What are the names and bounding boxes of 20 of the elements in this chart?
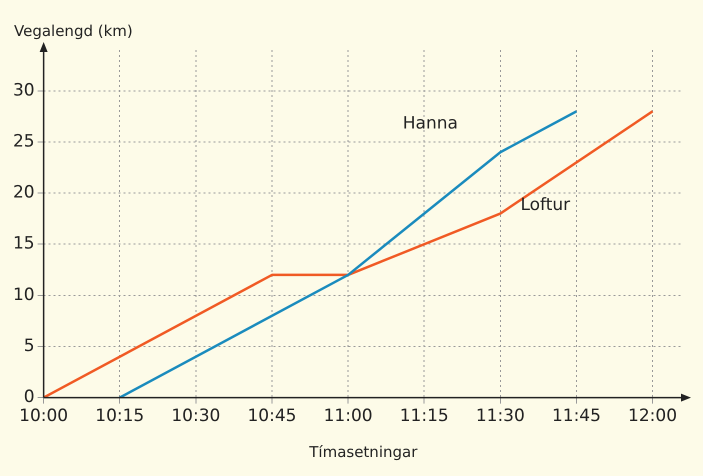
series-label: Loftur [520, 195, 570, 215]
x-axis-title: Tímasetningar [308, 442, 418, 461]
x-tick-label: 10:00 [19, 406, 68, 426]
x-tick-label: 11:00 [324, 406, 373, 426]
y-tick-label: 10 [12, 284, 35, 305]
y-tick-label: 30 [12, 80, 35, 100]
y-axis-title: Vegalengd (km) [14, 22, 133, 40]
x-tick-label: 11:30 [476, 406, 525, 426]
x-tick-label: 12:00 [628, 406, 678, 426]
x-tick-label: 10:30 [171, 406, 220, 426]
text: Hanna [402, 114, 458, 134]
y-tick-label: 15 [12, 234, 35, 254]
x-tick-label: 10:45 [247, 406, 296, 426]
y-tick-label: 5 [24, 336, 35, 356]
y-tick-label: 0 [24, 387, 35, 408]
x-tick-label: 10:15 [95, 406, 144, 426]
x-tick-label: 11:15 [400, 406, 449, 426]
x-tick-label: 11:45 [552, 406, 601, 426]
y-tick-label: 20 [12, 182, 35, 203]
y-tick-label: 25 [12, 131, 35, 152]
